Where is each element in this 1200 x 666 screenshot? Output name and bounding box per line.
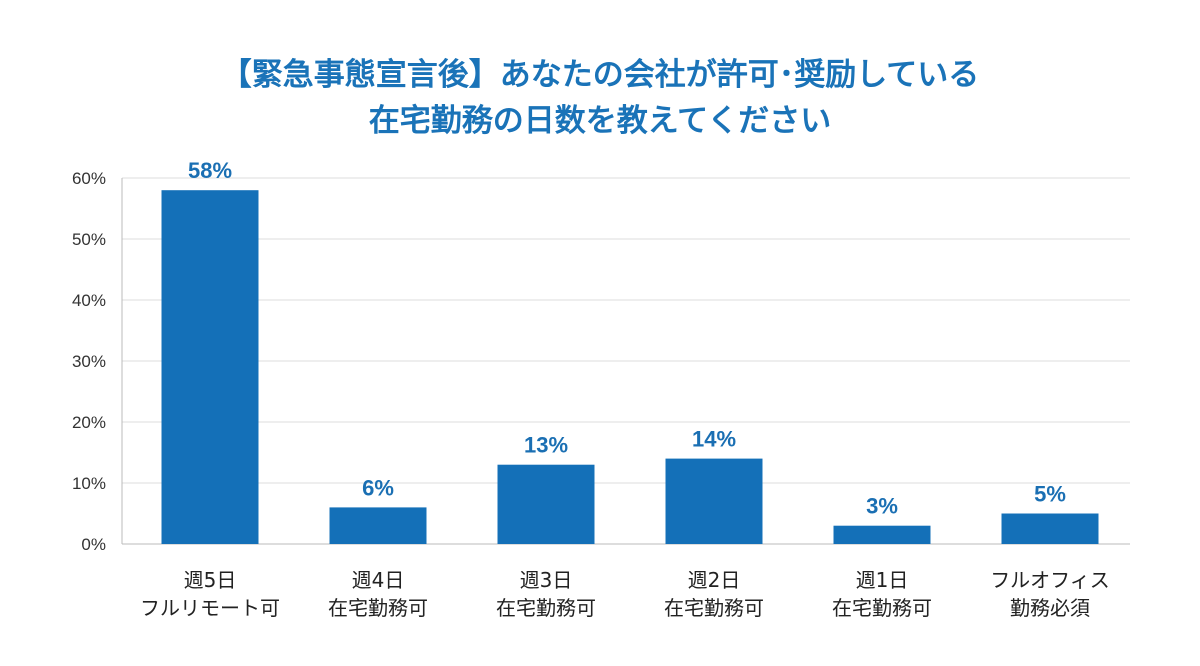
y-tick-label: 40% [72,291,106,310]
bar [497,464,595,544]
x-tick-label: 在宅勤務可 [664,596,764,620]
x-tick-label: 勤務必須 [1010,596,1090,620]
y-tick-label: 30% [72,352,106,371]
chart-title: 【緊急事態宣言後】あなたの会社が許可･奨励している 在宅勤務の日数を教えてくださ… [0,52,1200,144]
x-tick-label: 週5日 [184,568,237,592]
x-tick-label: 週3日 [520,568,573,592]
x-tick-label: 週2日 [688,568,741,592]
bar [329,507,427,544]
data-label: 13% [524,433,568,458]
data-label: 3% [866,494,898,519]
y-tick-label: 60% [72,169,106,188]
x-tick-label: 在宅勤務可 [496,596,596,620]
bar [161,190,259,544]
x-tick-label: フルリモート可 [140,596,280,620]
bar [833,525,931,544]
data-label: 6% [362,475,394,500]
x-tick-label: 在宅勤務可 [328,596,428,620]
chart-title-line-1: 【緊急事態宣言後】あなたの会社が許可･奨励している [220,57,980,93]
x-tick-label: フルオフィス [990,568,1110,592]
bar [1001,513,1099,544]
y-tick-label: 50% [72,230,106,249]
x-tick-label: 週1日 [856,568,909,592]
data-label: 5% [1034,482,1066,507]
y-tick-label: 10% [72,474,106,493]
data-label: 14% [692,427,736,452]
bar [665,458,763,544]
x-tick-label: 在宅勤務可 [832,596,932,620]
data-label: 58% [188,158,232,183]
y-tick-label: 20% [72,413,106,432]
y-tick-label: 0% [81,535,106,554]
x-tick-label: 週4日 [352,568,405,592]
chart-title-line-2: 在宅勤務の日数を教えてください [368,103,832,139]
